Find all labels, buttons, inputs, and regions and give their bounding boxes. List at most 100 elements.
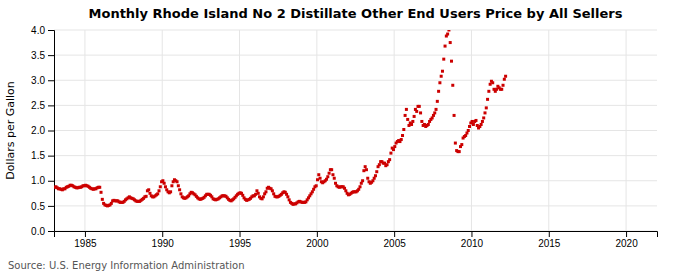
point	[316, 178, 319, 181]
point	[485, 106, 488, 109]
tick-label: 0.5	[31, 201, 45, 212]
point	[389, 152, 392, 155]
tick: 2.5	[31, 100, 54, 111]
y-axis: 0.00.51.01.52.02.53.03.54.0	[31, 25, 54, 237]
tick-label: 2005	[384, 238, 407, 249]
point	[262, 195, 265, 198]
point	[375, 170, 378, 173]
tick-mark	[48, 206, 54, 207]
tick-mark	[48, 131, 54, 132]
grid-line	[54, 55, 657, 56]
point	[401, 134, 404, 137]
tick: 0.5	[31, 201, 54, 212]
axis-line	[55, 232, 658, 238]
tick-mark	[549, 231, 550, 237]
tick: 3.0	[31, 75, 54, 86]
point	[495, 88, 498, 91]
point	[458, 150, 461, 153]
tick-label: 2020	[615, 238, 638, 249]
point	[449, 41, 452, 44]
tick: 2000	[306, 231, 329, 249]
point	[176, 180, 179, 183]
tick-mark	[626, 231, 627, 237]
point	[393, 145, 396, 148]
tick-mark	[85, 231, 86, 237]
point	[420, 120, 423, 123]
point	[254, 193, 257, 196]
tick-label: 4.0	[31, 25, 45, 36]
tick: 1985	[74, 231, 97, 249]
tick-mark	[48, 181, 54, 182]
point	[468, 125, 471, 128]
tick-mark	[48, 156, 54, 157]
tick: 1.0	[31, 175, 54, 186]
tick-label: 2.0	[31, 125, 45, 136]
point	[419, 111, 422, 114]
tick: 2.0	[31, 125, 54, 136]
point	[453, 114, 456, 117]
point	[147, 188, 150, 191]
tick-mark	[48, 55, 54, 56]
point	[366, 177, 369, 180]
point	[442, 58, 445, 61]
point	[415, 110, 418, 113]
point	[451, 84, 454, 87]
point	[487, 90, 490, 93]
point	[502, 84, 505, 87]
point	[441, 70, 444, 73]
chart: 198519901995200020052010201520200.00.51.…	[0, 0, 675, 275]
point	[413, 115, 416, 118]
tick-label: 2010	[461, 238, 484, 249]
tick-mark	[471, 231, 472, 237]
point	[435, 108, 438, 111]
point	[388, 158, 391, 161]
point	[404, 114, 407, 117]
point	[378, 163, 381, 166]
point	[411, 120, 414, 123]
point	[500, 88, 503, 91]
point	[164, 185, 167, 188]
tick: 1.5	[31, 150, 54, 161]
point	[386, 163, 389, 166]
point	[158, 189, 161, 192]
point	[437, 90, 440, 93]
tick-label: 0.0	[31, 226, 45, 237]
tick-label: 1985	[74, 238, 97, 249]
tick-mark	[162, 231, 163, 237]
point	[271, 189, 274, 192]
tick-mark	[317, 231, 318, 237]
point	[178, 188, 181, 191]
point	[319, 177, 322, 180]
tick-mark	[48, 30, 54, 31]
point	[483, 111, 486, 114]
point	[450, 60, 453, 63]
point	[467, 129, 470, 132]
tick-label: 1.0	[31, 175, 45, 186]
point	[392, 148, 395, 151]
point	[177, 184, 180, 187]
point	[163, 182, 166, 185]
tick-mark	[48, 80, 54, 81]
point	[374, 174, 377, 177]
tick: 1995	[229, 231, 252, 249]
title: Monthly Rhode Island No 2 Distillate Oth…	[89, 6, 623, 21]
point	[286, 195, 289, 198]
point	[436, 100, 439, 103]
point	[100, 191, 103, 194]
point	[317, 173, 320, 176]
point	[257, 192, 260, 195]
point	[331, 173, 334, 176]
grid	[54, 30, 657, 231]
point	[410, 123, 413, 126]
grid-line	[54, 155, 657, 156]
point	[364, 165, 367, 168]
point	[159, 185, 162, 188]
point	[405, 108, 408, 111]
point	[482, 116, 485, 119]
point	[433, 111, 436, 114]
tick-mark	[240, 231, 241, 237]
tick-label: 1995	[229, 238, 252, 249]
point	[359, 185, 362, 188]
tick: 2005	[384, 231, 407, 249]
tick: 0.0	[31, 226, 54, 237]
